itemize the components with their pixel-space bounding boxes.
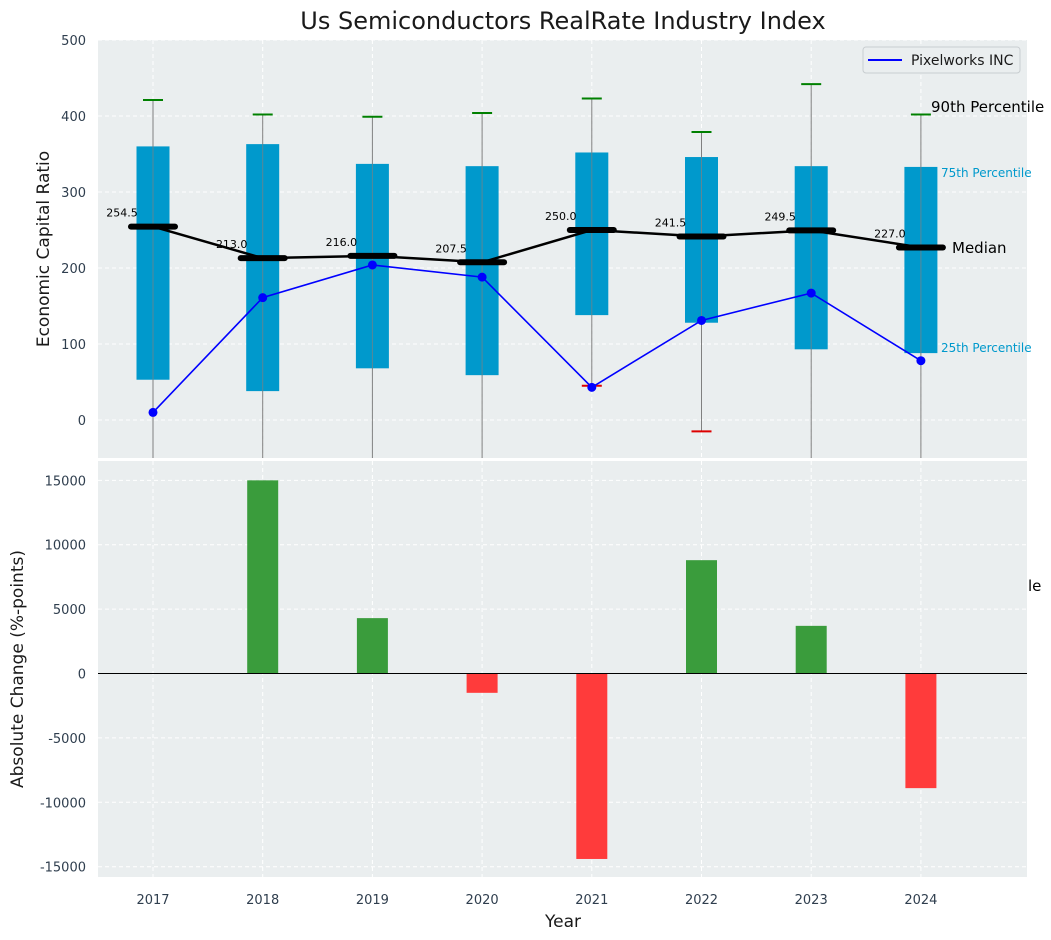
x-axis-label: Year — [544, 912, 581, 932]
bottom-y-tick-label: -5000 — [48, 732, 86, 747]
change-bar — [686, 560, 717, 674]
legend-frame — [862, 46, 1021, 74]
top-y-tick-label: 300 — [61, 186, 86, 201]
change-bar — [466, 673, 498, 693]
x-tick-label: 2020 — [466, 893, 499, 908]
x-tick-label: 2023 — [795, 893, 828, 908]
bottom-y-tick-label: 5000 — [53, 603, 86, 618]
p75-annotation: 75th Percentile — [941, 166, 1032, 180]
top-y-tick-label: 400 — [61, 110, 86, 125]
bottom-y-axis-label: Absolute Change (%-points) — [8, 550, 28, 788]
bottom-y-tick-label: 0 — [78, 668, 86, 683]
median-value-label: 254.5 — [106, 207, 138, 220]
median-value-label: 250.0 — [545, 210, 577, 223]
x-tick-label: 2019 — [356, 893, 389, 908]
x-tick-label: 2021 — [575, 893, 608, 908]
top-marks: 254.5 213.0 216.0 207.5 250.0 241.5 249.5 227.0 — [106, 83, 946, 458]
change-bar — [356, 618, 388, 674]
p90-annotation: 90th Percentile — [931, 98, 1044, 116]
chart-title: Us Semiconductors RealRate Industry Inde… — [300, 7, 825, 35]
stray-label: le — [1028, 577, 1041, 595]
median-value-label: 249.5 — [764, 210, 796, 223]
company-point — [477, 272, 487, 282]
top-y-ticks: 0 100 200 300 400 500 — [61, 34, 86, 429]
company-point — [258, 293, 268, 303]
bottom-y-tick-label: -10000 — [40, 796, 86, 811]
bottom-y-tick-label: 10000 — [45, 539, 86, 554]
median-value-label: 241.5 — [655, 216, 687, 229]
legend-entry-pixelworks: Pixelworks INC — [911, 53, 1014, 69]
company-point — [148, 407, 158, 417]
top-y-tick-label: 0 — [78, 414, 86, 429]
median-value-label: 213.0 — [216, 238, 248, 251]
legend: Pixelworks INC — [862, 46, 1021, 74]
median-value-label: 216.0 — [326, 236, 358, 249]
company-point — [587, 382, 597, 392]
company-point — [806, 288, 816, 298]
bottom-y-ticks: -15000 -10000 -5000 0 5000 10000 15000 — [40, 474, 86, 875]
bottom-y-tick-label: -15000 — [40, 861, 86, 876]
change-bar — [795, 625, 827, 674]
change-bar — [576, 673, 608, 859]
median-annotation: Median — [952, 239, 1007, 257]
x-tick-label: 2022 — [685, 893, 718, 908]
x-ticks: 2017 2018 2019 2020 2021 2022 2023 2024 — [136, 893, 937, 908]
change-bar — [905, 673, 937, 789]
bottom-y-tick-label: 15000 — [45, 474, 86, 489]
x-tick-label: 2018 — [246, 893, 279, 908]
top-y-tick-label: 500 — [61, 34, 86, 49]
p25-annotation: 25th Percentile — [941, 341, 1032, 355]
top-y-axis-label: Economic Capital Ratio — [34, 151, 54, 347]
top-y-tick-label: 200 — [61, 262, 86, 277]
company-line — [152, 264, 922, 413]
median-value-label: 207.5 — [435, 242, 467, 255]
bottom-panel-background — [98, 461, 1027, 877]
median-value-label: 227.0 — [874, 227, 906, 240]
company-point — [697, 315, 706, 325]
top-y-tick-label: 100 — [61, 338, 86, 353]
bottom-marks — [98, 480, 1027, 859]
x-tick-label: 2024 — [904, 893, 937, 908]
x-tick-label: 2017 — [136, 893, 169, 908]
change-bar — [247, 480, 279, 674]
company-point — [367, 260, 377, 270]
company-point — [916, 356, 926, 366]
